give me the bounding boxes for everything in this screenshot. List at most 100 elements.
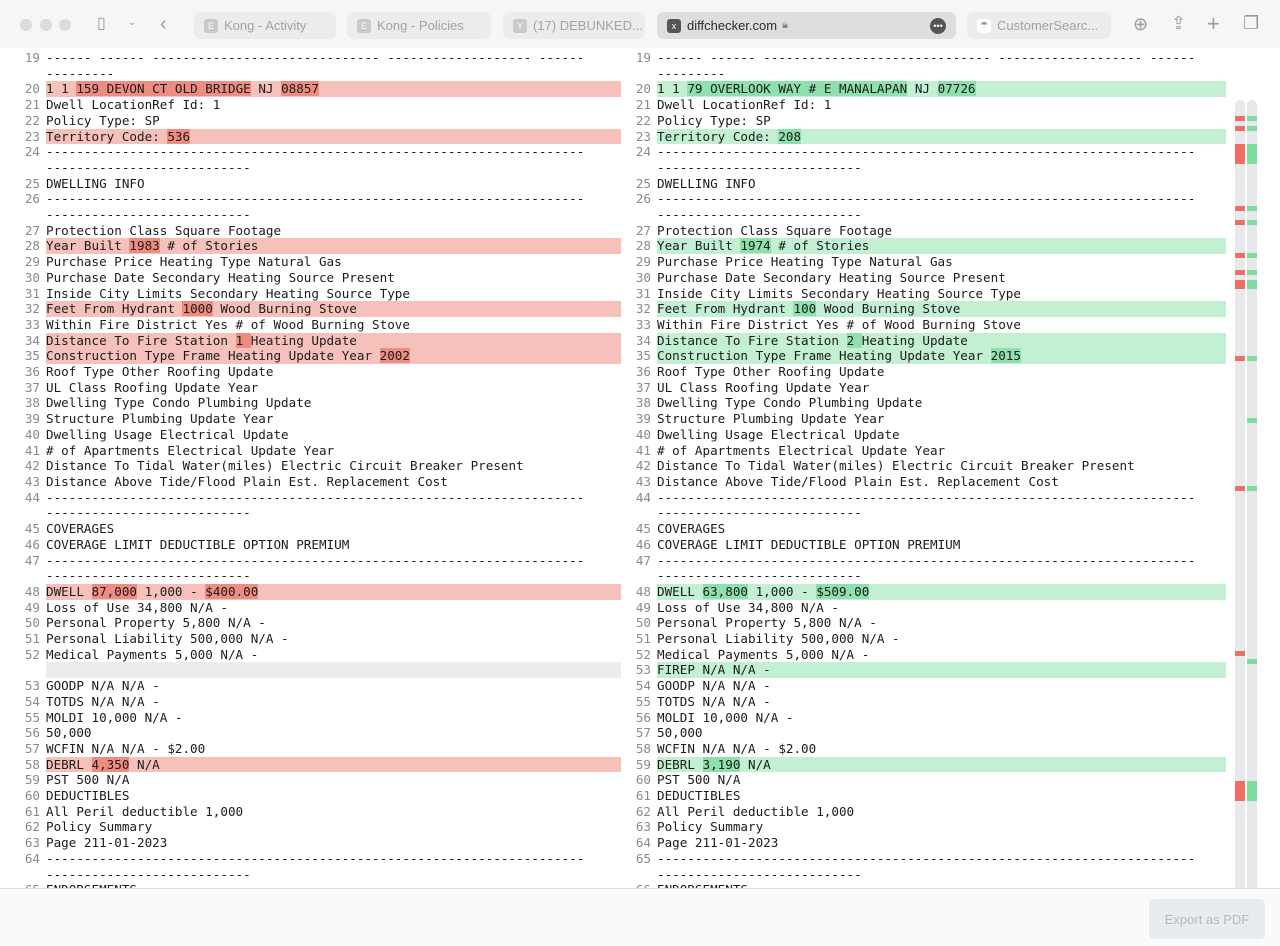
text-segment: COVERAGE LIMIT DEDUCTIBLE OPTION PREMIUM <box>46 536 350 552</box>
line-text: Construction Type Frame Heating Update Y… <box>46 348 584 364</box>
diff-line: 22 Policy Type: SP <box>605 113 1226 129</box>
changed-segment: 63,800 <box>702 583 748 599</box>
close-window-button[interactable] <box>20 19 32 31</box>
diff-line: 55 TOTDS N/A N/A - <box>605 694 1226 710</box>
text-segment: MOLDI 10,000 N/A - <box>46 709 183 725</box>
line-text: Distance Above Tide/Flood Plain Est. Rep… <box>46 474 584 490</box>
chevron-down-icon[interactable]: ⌄ <box>128 17 137 28</box>
diff-line: 49 Loss of Use 34,800 N/A - <box>605 600 1226 616</box>
line-text: WCFIN N/A N/A - $2.00 <box>46 741 584 757</box>
line-number: 22 <box>635 112 651 128</box>
new-tab-icon[interactable]: + <box>1207 11 1220 36</box>
line-text: UL Class Roofing Update Year <box>46 380 584 396</box>
diff-line: 30 Purchase Date Secondary Heating Source… <box>0 270 621 286</box>
tab-debunked[interactable]: Y (17) DEBUNKED... <box>503 12 645 39</box>
changed-segment: 4,350 <box>91 756 130 772</box>
diff-line: 33 Within Fire District Yes # of Wood Bur… <box>605 317 1226 333</box>
text-segment: PST 500 N/A <box>657 772 741 788</box>
text-segment: # of Apartments Electrical Update Year <box>657 442 946 458</box>
diff-line: 31 Inside City Limits Secondary Heating S… <box>0 286 621 302</box>
line-content: Dwelling Type Condo Plumbing Update <box>657 395 1226 411</box>
line-number: 46 <box>635 536 651 552</box>
text-segment: Wood Burning Stove <box>816 301 961 317</box>
line-content: Loss of Use 34,800 N/A - <box>46 600 621 616</box>
line-number: 39 <box>24 411 40 427</box>
text-segment: Policy Summary <box>46 819 153 835</box>
tab-customer-search[interactable]: ☂ CustomerSearc... <box>967 12 1111 39</box>
line-content: Roof Type Other Roofing Update <box>657 364 1226 380</box>
diff-line: 19 ------ ------ ------------------------… <box>605 50 1226 81</box>
back-icon[interactable]: ‹ <box>160 13 167 35</box>
line-number: 31 <box>635 285 651 301</box>
added-minimap[interactable] <box>1247 100 1257 888</box>
line-number: 53 <box>635 662 651 678</box>
download-icon[interactable]: ⊕ <box>1133 14 1149 34</box>
removed-line: 35 Construction Type Frame Heating Update… <box>0 348 621 365</box>
text-segment: Year Built <box>46 238 130 254</box>
more-icon[interactable]: ••• <box>930 17 946 34</box>
tab-label: Kong - Policies <box>377 18 464 33</box>
line-content: WCFIN N/A N/A - $2.00 <box>46 741 621 757</box>
text-segment: Medical Payments 5,000 N/A - <box>46 646 259 662</box>
line-number: 27 <box>635 222 651 238</box>
added-line: 20 1 1 79 OVERLOOK WAY # E MANALAPAN NJ 0… <box>605 81 1226 98</box>
text-segment: ------ ------ --------------------------… <box>46 50 585 81</box>
text-segment: Loss of Use 34,800 N/A - <box>657 599 839 615</box>
line-content: Protection Class Square Footage <box>657 223 1226 239</box>
line-content: DEBRL 4,350 N/A <box>46 756 621 773</box>
minimize-window-button[interactable] <box>40 19 52 31</box>
text-segment: Protection Class Square Footage <box>657 222 893 238</box>
export-pdf-button[interactable]: Export as PDF <box>1149 899 1265 939</box>
line-number: 33 <box>24 316 40 332</box>
diff-line: 29 Purchase Price Heating Type Natural Ga… <box>0 254 621 270</box>
diff-line: 64 Page 211-01-2023 <box>605 835 1226 851</box>
line-content: Roof Type Other Roofing Update <box>46 364 621 380</box>
text-segment: Within Fire District Yes # of Wood Burni… <box>657 316 1021 332</box>
tab-overview-icon[interactable]: ❐ <box>1243 13 1260 33</box>
line-content: Within Fire District Yes # of Wood Burni… <box>657 317 1226 333</box>
diff-line: 49 Loss of Use 34,800 N/A - <box>0 600 621 616</box>
line-number: 30 <box>24 269 40 285</box>
text-segment: Personal Property 5,800 N/A - <box>657 615 877 631</box>
text-segment: Roof Type Other Roofing Update <box>657 364 885 380</box>
share-icon[interactable]: ⇪ <box>1171 13 1187 33</box>
diff-line: 55 MOLDI 10,000 N/A - <box>0 710 621 726</box>
text-segment: ----------------------------------------… <box>657 191 1196 223</box>
text-segment: Heating Update <box>250 332 357 348</box>
sidebar-toggle-icon[interactable]: ▯ <box>97 15 106 32</box>
diff-line: 24 --------------------------------------… <box>0 144 621 175</box>
text-segment: Purchase Price Heating Type Natural Gas <box>46 254 342 270</box>
text-segment: Page 211-01-2023 <box>657 835 779 851</box>
line-text: Distance To Tidal Water(miles) Electric … <box>46 458 584 474</box>
diff-line: 65ENDORSEMENTS <box>0 882 621 888</box>
line-number: 62 <box>24 819 40 835</box>
diff-line: 45 COVERAGES <box>605 521 1226 537</box>
line-number: 23 <box>24 128 40 144</box>
tab-favicon: ☂ <box>977 18 991 33</box>
line-text: COVERAGE LIMIT DEDUCTIBLE OPTION PREMIUM <box>657 537 1195 553</box>
text-segment: Protection Class Square Footage <box>46 222 282 238</box>
line-content: All Peril deductible 1,000 <box>657 804 1226 820</box>
line-text: # of Apartments Electrical Update Year <box>657 443 1195 459</box>
line-content: 1 1 79 OVERLOOK WAY # E MANALAPAN NJ 077… <box>657 81 1226 98</box>
line-text: ----------------------------------------… <box>657 553 1195 584</box>
tab-diffchecker[interactable]: x diffchecker.com 🔒︎ ••• <box>657 12 956 39</box>
text-segment: ----------------------------------------… <box>46 850 585 882</box>
tab-kong-policies[interactable]: E Kong - Policies <box>347 12 491 39</box>
line-content: Medical Payments 5,000 N/A - <box>657 647 1226 663</box>
line-content: Feet From Hydrant 1000 Wood Burning Stov… <box>46 301 621 317</box>
zoom-window-button[interactable] <box>59 19 71 31</box>
line-number: 39 <box>635 411 651 427</box>
line-number: 48 <box>24 583 40 599</box>
text-segment: Distance To Fire Station <box>657 332 847 348</box>
line-text: Policy Type: SP <box>46 113 584 129</box>
removed-line: 34 Distance To Fire Station 1 Heating Upd… <box>0 332 621 349</box>
diff-line: 39 Structure Plumbing Update Year <box>605 411 1226 427</box>
removed-minimap[interactable] <box>1235 100 1245 888</box>
line-number: 35 <box>635 348 651 364</box>
line-number: 28 <box>635 238 651 254</box>
text-segment: ENDORSEMENTS <box>46 882 137 888</box>
text-segment: Feet From Hydrant <box>46 301 183 317</box>
tab-kong-activity[interactable]: E Kong - Activity <box>194 12 336 39</box>
text-segment: Dwelling Type Condo Plumbing Update <box>657 395 923 411</box>
